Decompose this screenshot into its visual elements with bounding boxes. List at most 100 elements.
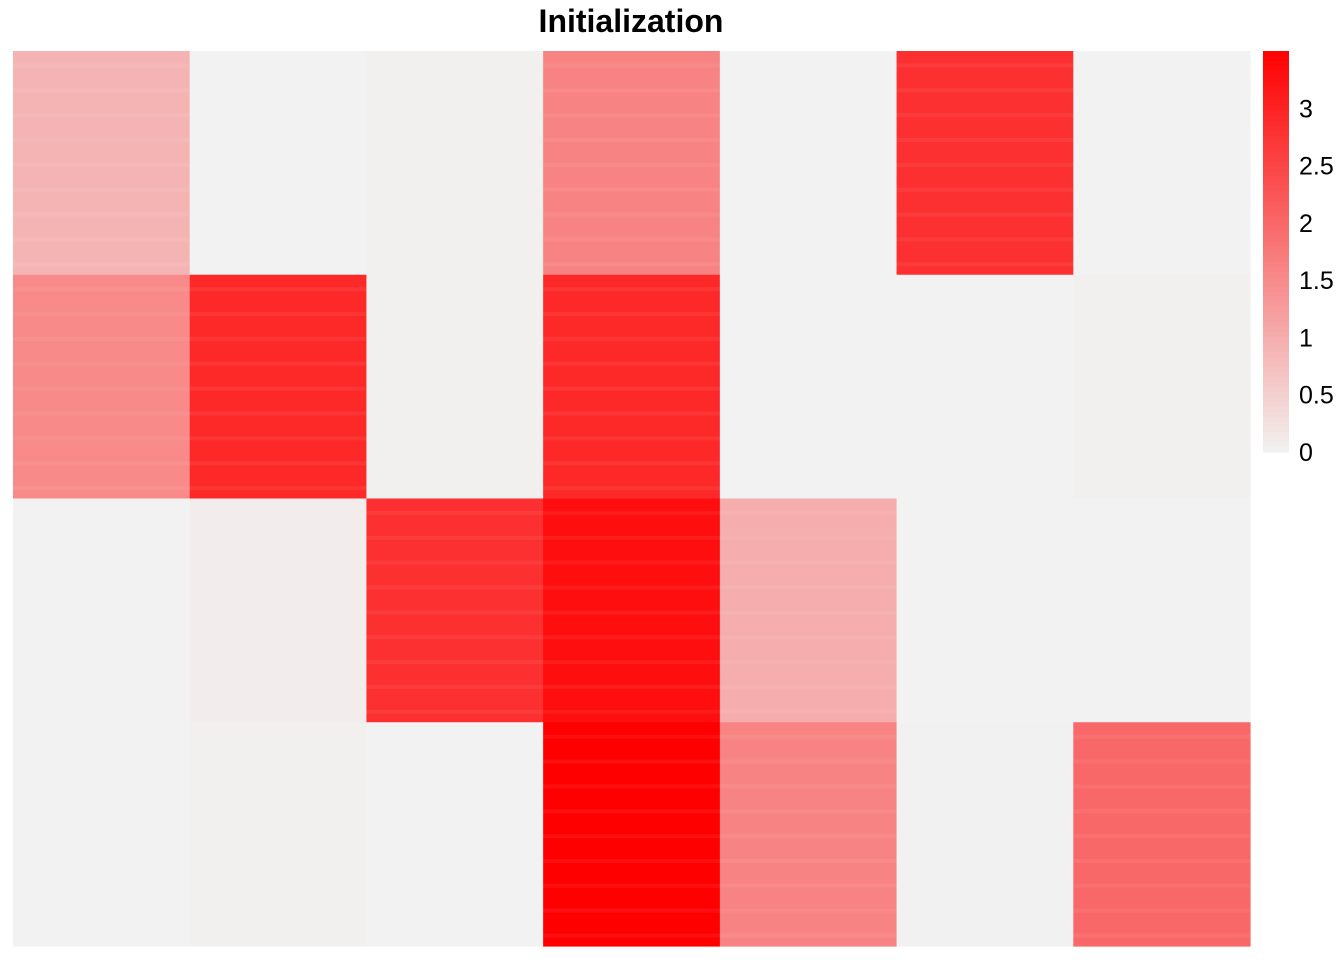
- legend-tick-label: 2.5: [1299, 153, 1334, 181]
- heatmap-cell-stripe: [1073, 188, 1250, 192]
- heatmap-cell-stripe: [13, 138, 190, 143]
- heatmap-cell-stripe: [190, 262, 367, 266]
- heatmap-cell-stripe: [543, 461, 720, 466]
- heatmap-cell-stripe: [720, 163, 897, 167]
- heatmap-cell-stripe: [543, 336, 720, 341]
- heatmap-cell-stripe: [543, 858, 720, 863]
- heatmap-cell-stripe: [897, 784, 1074, 788]
- legend-color-step: [1263, 146, 1289, 152]
- heatmap-cell-stripe: [190, 536, 367, 540]
- heatmap-cell-stripe: [720, 138, 897, 142]
- heatmap-cell-r4-c3: [366, 722, 544, 947]
- legend-color-step: [1263, 346, 1289, 353]
- legend-color-step: [1263, 331, 1289, 338]
- legend-color-step: [1263, 311, 1289, 318]
- legend-color-step: [1263, 416, 1289, 423]
- legend-color-step: [1263, 136, 1289, 142]
- legend-color-step: [1263, 411, 1289, 418]
- heatmap-cell-stripe: [366, 709, 544, 714]
- heatmap-cell-stripe: [1073, 784, 1250, 789]
- heatmap-cell-stripe: [13, 212, 190, 217]
- heatmap-cell-stripe: [719, 759, 897, 764]
- legend-color-step: [1263, 396, 1289, 403]
- heatmap-cell-stripe: [897, 735, 1074, 739]
- heatmap-cell-r1-c6: [896, 51, 1074, 276]
- heatmap-cell-stripe: [897, 610, 1074, 614]
- heatmap-cell-stripe: [719, 933, 897, 938]
- legend-color-step: [1263, 216, 1289, 223]
- heatmap-cell-stripe: [13, 88, 190, 93]
- heatmap-cell-stripe: [1073, 858, 1250, 863]
- heatmap-cells: [13, 51, 1251, 947]
- heatmap-cell-stripe: [543, 486, 720, 491]
- legend-color-step: [1263, 96, 1289, 102]
- heatmap-cell-stripe: [543, 535, 720, 540]
- heatmap-cell-stripe: [1073, 511, 1250, 515]
- heatmap-cell-r2-c7: [1073, 274, 1251, 500]
- heatmap-cell-stripe: [543, 908, 720, 913]
- legend-color-step: [1263, 321, 1289, 328]
- heatmap-cell-stripe: [366, 163, 543, 167]
- legend-tick-label: 1: [1299, 324, 1313, 352]
- heatmap-cell-stripe: [720, 337, 897, 341]
- heatmap-cell-stripe: [190, 561, 367, 565]
- legend-color-step: [1263, 441, 1289, 448]
- legend-color-step: [1263, 151, 1289, 157]
- legend-color-step: [1263, 336, 1289, 343]
- heatmap-cell-stripe: [1073, 834, 1250, 839]
- chart-title: Initialization: [539, 3, 724, 39]
- heatmap-cell-stripe: [366, 312, 543, 316]
- heatmap-cell-stripe: [543, 138, 720, 143]
- heatmap-cell-stripe: [366, 535, 544, 540]
- heatmap-cell-stripe: [190, 685, 367, 689]
- heatmap-cell-stripe: [719, 784, 897, 789]
- heatmap-cell-stripe: [897, 909, 1074, 913]
- heatmap-cell-stripe: [190, 834, 367, 838]
- heatmap-cell-stripe: [1073, 88, 1250, 92]
- heatmap-cell-stripe: [720, 312, 897, 316]
- heatmap-cell-stripe: [720, 387, 897, 391]
- heatmap-cell-stripe: [13, 834, 190, 838]
- heatmap-cell-stripe: [366, 510, 544, 515]
- heatmap-cell-stripe: [13, 63, 190, 68]
- heatmap-cell-stripe: [896, 237, 1074, 242]
- heatmap-cell-stripe: [1073, 411, 1250, 415]
- heatmap-cell-r4-c6: [896, 722, 1074, 947]
- heatmap-cell-stripe: [13, 162, 190, 167]
- heatmap-cell-stripe: [13, 635, 190, 639]
- legend-color-step: [1263, 111, 1289, 117]
- heatmap-cell-stripe: [720, 262, 897, 266]
- heatmap-cell-stripe: [190, 188, 367, 192]
- heatmap-cell-stripe: [720, 188, 897, 192]
- heatmap-cell-stripe: [897, 511, 1074, 515]
- legend-color-step: [1263, 406, 1289, 413]
- heatmap-cell-stripe: [1073, 213, 1250, 217]
- heatmap-cell-stripe: [1073, 113, 1250, 117]
- heatmap-cell-stripe: [720, 237, 897, 241]
- heatmap-cell-stripe: [897, 486, 1074, 490]
- heatmap-cell-stripe: [897, 859, 1074, 863]
- legend-color-step: [1263, 161, 1289, 167]
- legend-color-step: [1263, 256, 1289, 263]
- heatmap-cell-stripe: [366, 362, 543, 366]
- heatmap-cell-stripe: [543, 585, 720, 590]
- heatmap-cell-stripe: [543, 933, 720, 938]
- heatmap-cell-stripe: [13, 361, 190, 366]
- heatmap-cell-r4-c1: [13, 722, 191, 947]
- heatmap-cell-stripe: [190, 909, 367, 913]
- legend-color-step: [1263, 206, 1289, 212]
- legend-color-step: [1263, 261, 1289, 268]
- color-legend: 0 0.5 1 1.5 2 2.5 3: [1263, 51, 1334, 467]
- legend-color-step: [1263, 291, 1289, 298]
- heatmap-cell-stripe: [1073, 138, 1250, 142]
- legend-color-step: [1263, 316, 1289, 323]
- heatmap-cell-stripe: [13, 336, 190, 341]
- heatmap-cell-stripe: [897, 461, 1074, 465]
- heatmap-cell-stripe: [719, 809, 897, 814]
- heatmap-cell-stripe: [13, 909, 190, 913]
- heatmap-cell-stripe: [719, 908, 897, 913]
- heatmap-cell-stripe: [13, 187, 190, 192]
- legend-color-step: [1263, 116, 1289, 122]
- legend-color-step: [1263, 86, 1289, 92]
- heatmap-cell-stripe: [1073, 486, 1250, 490]
